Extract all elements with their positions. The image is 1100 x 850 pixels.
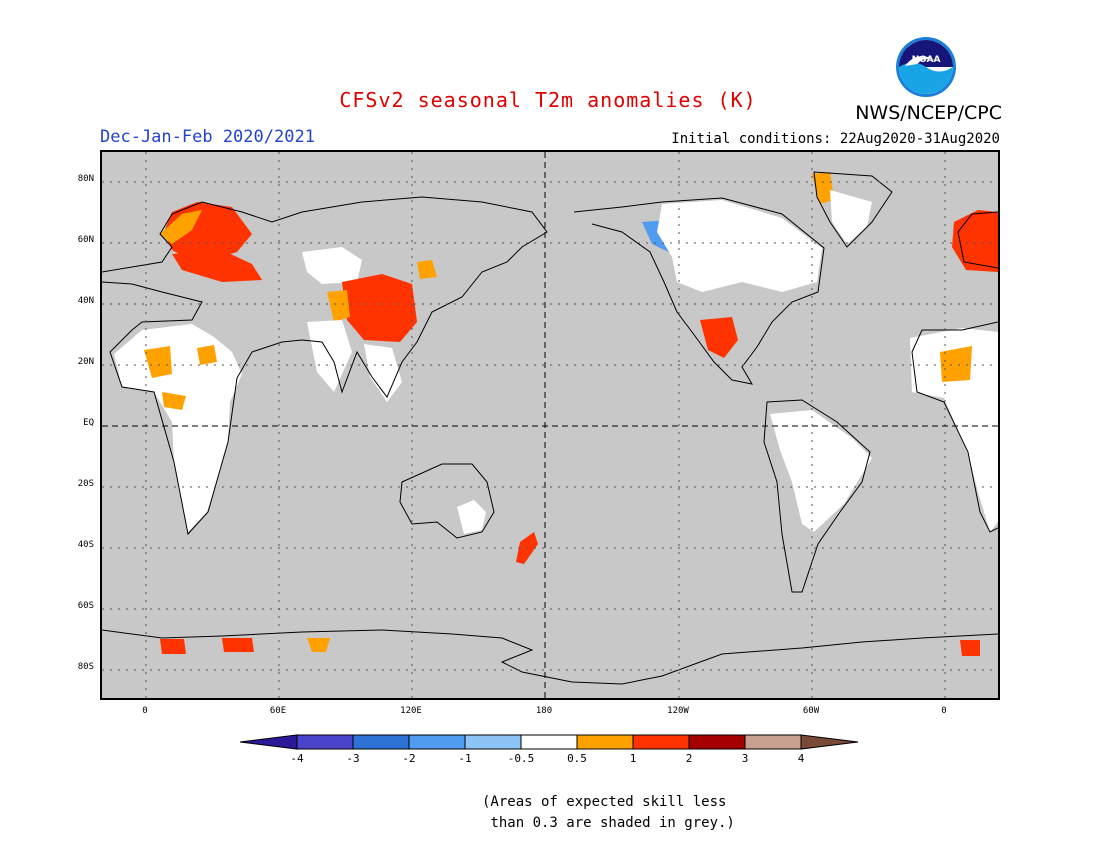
coast-australia	[399, 463, 495, 539]
agency-label: NWS/NCEP/CPC	[855, 102, 1002, 124]
season-label: Dec-Jan-Feb 2020/2021	[100, 127, 315, 147]
colorbar-tick-label: 1	[629, 752, 637, 765]
svg-text:NOAA: NOAA	[912, 55, 941, 65]
lon-label: 0	[142, 706, 148, 716]
colorbar-high-arrow	[800, 734, 859, 750]
greenland-orange	[812, 172, 834, 204]
colorbar-tick-label: 4	[797, 752, 805, 765]
colorbar-tick-label: 2	[685, 752, 693, 765]
lat-label: EQ	[83, 418, 94, 428]
lat-label: 40S	[77, 540, 94, 550]
lat-label: 80S	[77, 662, 94, 672]
se-asia-white	[364, 344, 402, 402]
chart-title: CFSv2 seasonal T2m anomalies (K)	[339, 88, 757, 112]
colorbar-tick-label: 0.5	[567, 752, 587, 765]
coast-antarctica	[102, 629, 998, 685]
coast-greenland	[813, 171, 893, 248]
colorbar-swatch	[520, 734, 578, 750]
colorbar-tick-label: -0.5	[507, 752, 535, 765]
colorbar-tick-label: -4	[290, 752, 304, 765]
africa-orange-2	[197, 345, 217, 365]
lon-label: 120E	[400, 706, 422, 716]
lat-label: 20S	[77, 479, 94, 489]
coast-africa-east	[911, 321, 998, 533]
lon-label: 0	[941, 706, 947, 716]
lon-label: 120W	[667, 706, 689, 716]
antarctica-red-3	[960, 640, 980, 656]
australia-white	[457, 500, 486, 534]
africa-east-white	[910, 328, 998, 532]
scandinavia-orange	[160, 210, 202, 244]
south-america-white	[770, 410, 872, 532]
coast-north-america	[573, 197, 825, 385]
lat-label: 20N	[77, 357, 94, 367]
antarctica-orange	[307, 638, 330, 652]
colorbar-swatch	[296, 734, 354, 750]
coastlines	[102, 171, 998, 685]
africa-east-orange	[940, 346, 972, 382]
colorbar-low-arrow	[240, 734, 298, 750]
colorbar-swatch	[576, 734, 634, 750]
lon-label: 60E	[269, 706, 287, 716]
greenland-white	[830, 190, 872, 244]
colorbar-swatch	[632, 734, 690, 750]
equator-dateline	[102, 152, 998, 698]
initial-conditions-label: Initial conditions: 22Aug2020-31Aug2020	[671, 131, 1000, 147]
coast-south-america	[763, 399, 871, 593]
coast-europe-east	[957, 211, 998, 269]
africa-orange-3	[162, 392, 186, 410]
east-asia-orange	[327, 290, 350, 322]
eastern-canada-white	[657, 200, 822, 292]
anomaly-map	[100, 150, 1000, 700]
lon-label: 180	[535, 706, 553, 716]
central-asia-white	[302, 247, 362, 284]
india-white	[307, 320, 352, 392]
colorbar-tick-label: 3	[741, 752, 749, 765]
lat-label: 60S	[77, 601, 94, 611]
colorbar-swatch	[688, 734, 746, 750]
colorbar-swatch	[464, 734, 522, 750]
colorbar-tick-label: -3	[346, 752, 360, 765]
colorbar-tick-label: -2	[402, 752, 416, 765]
africa-orange-1	[144, 346, 172, 378]
lat-label: 60N	[77, 235, 94, 245]
colorbar	[240, 734, 859, 750]
antarctica-red-1	[160, 639, 186, 654]
siberia-orange	[417, 260, 437, 279]
lat-label: 80N	[77, 174, 94, 184]
colorbar-swatch	[744, 734, 802, 750]
lon-label: 60W	[802, 706, 820, 716]
skill-note: (Areas of expected skill less than 0.3 a…	[482, 794, 735, 831]
lat-label: 40N	[77, 296, 94, 306]
mexico-red	[700, 317, 738, 358]
antarctica-red-2	[222, 638, 254, 652]
coast-europe-africa	[102, 196, 548, 536]
eastern-europe	[172, 250, 262, 282]
colorbar-tick-label: -1	[458, 752, 472, 765]
east-asia-red	[342, 274, 417, 342]
colorbar-swatch	[352, 734, 410, 750]
colorbar-swatch	[408, 734, 466, 750]
noaa-logo: NOAA	[895, 36, 957, 98]
gridlines	[102, 152, 998, 698]
